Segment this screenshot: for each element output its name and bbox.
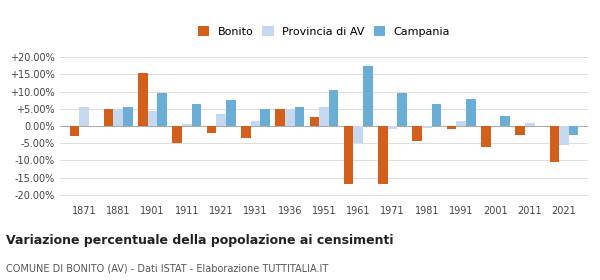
Bar (79, 107, 89, 126)
Bar (344, 126, 353, 185)
Bar (397, 93, 407, 126)
Bar (319, 107, 329, 126)
Bar (260, 109, 270, 126)
Bar (310, 117, 319, 126)
Bar (191, 104, 201, 126)
Bar (447, 126, 457, 129)
Bar (457, 121, 466, 126)
Bar (515, 126, 525, 135)
Bar (70, 126, 79, 136)
Bar (148, 111, 157, 126)
Bar (569, 126, 578, 135)
Bar (113, 109, 123, 126)
Bar (363, 66, 373, 126)
Bar (172, 126, 182, 143)
Bar (226, 100, 236, 126)
Text: COMUNE DI BONITO (AV) - Dati ISTAT - Elaborazione TUTTITALIA.IT: COMUNE DI BONITO (AV) - Dati ISTAT - Ela… (6, 263, 328, 274)
Bar (123, 107, 133, 126)
Bar (525, 123, 535, 126)
Bar (295, 107, 304, 126)
Bar (500, 116, 510, 126)
Bar (217, 114, 226, 126)
Bar (388, 126, 397, 129)
Bar (251, 121, 260, 126)
Bar (104, 109, 113, 126)
Text: Variazione percentuale della popolazione ai censimenti: Variazione percentuale della popolazione… (6, 234, 394, 247)
Bar (285, 109, 295, 126)
Bar (138, 73, 148, 126)
Bar (157, 93, 167, 126)
Bar (241, 126, 251, 138)
Legend: Bonito, Provincia di AV, Campania: Bonito, Provincia di AV, Campania (194, 23, 454, 40)
Bar (275, 109, 285, 126)
Bar (353, 126, 363, 143)
Bar (378, 126, 388, 185)
Bar (559, 126, 569, 145)
Bar (466, 99, 476, 126)
Bar (481, 126, 491, 147)
Bar (422, 126, 431, 128)
Bar (550, 126, 559, 162)
Bar (182, 124, 191, 126)
Bar (329, 90, 338, 126)
Bar (207, 126, 217, 133)
Bar (431, 104, 441, 126)
Bar (412, 126, 422, 141)
